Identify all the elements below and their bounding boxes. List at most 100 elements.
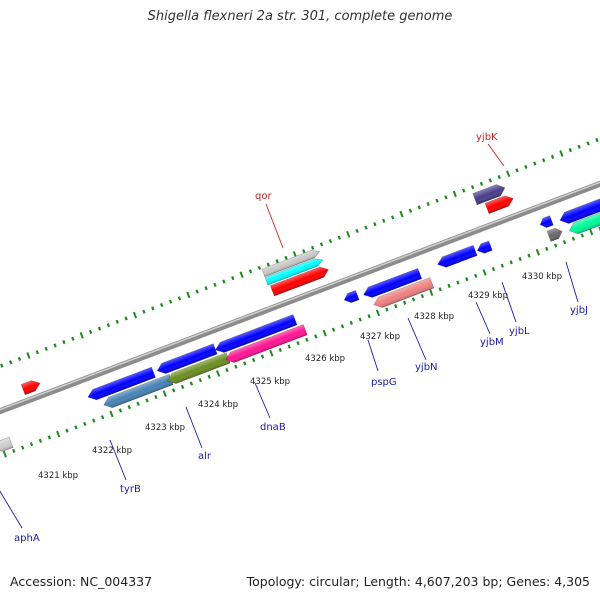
gene-feature-8[interactable] (224, 324, 308, 365)
gene-feature-2[interactable] (20, 378, 42, 396)
tick-mark-outer (159, 302, 164, 308)
tick-mark-inner (172, 388, 176, 393)
tick-mark-inner (580, 233, 584, 238)
tick-mark-inner (305, 337, 309, 342)
tick-mark-outer (302, 249, 306, 254)
gene-feature-12[interactable] (342, 289, 360, 304)
tick-mark-outer (8, 360, 13, 365)
gene-leader-line (407, 317, 427, 361)
tick-mark-outer (53, 343, 57, 348)
tick-mark-inner (162, 390, 167, 398)
gene-feature-1[interactable] (0, 436, 14, 454)
gene-label-pspG[interactable]: pspG (371, 377, 397, 388)
tick-mark-outer (248, 269, 253, 274)
tick-mark-outer (17, 356, 22, 361)
gene-feature-5[interactable] (155, 343, 218, 376)
tick-mark-outer (497, 174, 501, 180)
tick-mark-outer (204, 286, 208, 291)
tick-mark-inner (491, 267, 496, 272)
tick-mark-inner (394, 304, 398, 309)
scale-label: 4321 kbp (38, 471, 78, 481)
tick-mark-outer (435, 198, 439, 203)
tick-mark-inner (553, 243, 558, 248)
tick-mark-inner (100, 415, 105, 420)
gene-feature-19[interactable] (538, 215, 554, 230)
tick-mark-inner (29, 442, 34, 447)
tick-mark-inner (20, 445, 25, 450)
gene-label-yjbK[interactable]: yjbK (476, 132, 498, 143)
tick-mark-inner (38, 438, 43, 443)
scale-label: 4326 kbp (305, 354, 345, 364)
gene-feature-17[interactable] (472, 182, 507, 206)
gene-label-yjbN[interactable]: yjbN (415, 362, 438, 373)
tick-mark-outer (35, 350, 39, 355)
gene-label-tyrB[interactable]: tyrB (120, 484, 141, 495)
gene-feature-13[interactable] (362, 267, 423, 300)
tick-mark-inner (12, 448, 16, 453)
gene-feature-18[interactable] (484, 193, 515, 214)
tick-mark-inner (411, 297, 416, 302)
tick-mark-inner (83, 421, 87, 427)
tick-mark-inner (358, 317, 362, 322)
tick-mark-outer (559, 150, 564, 157)
tick-mark-outer (319, 242, 324, 247)
tick-mark-outer (364, 225, 368, 230)
tick-mark-inner (314, 334, 318, 339)
gene-label-qor[interactable]: qor (255, 191, 272, 202)
gene-feature-4[interactable] (102, 373, 174, 410)
tick-mark-inner (47, 435, 51, 440)
tick-mark-outer (275, 259, 279, 264)
accession-text: Accession: NC_004337 (10, 574, 153, 589)
gene-feature-16[interactable] (476, 240, 493, 255)
gene-feature-10[interactable] (264, 256, 324, 286)
tick-mark-outer (506, 170, 511, 178)
tick-mark-inner (278, 347, 282, 352)
tick-mark-outer (115, 319, 119, 324)
gene-feature-7[interactable] (214, 314, 298, 355)
gene-feature-6[interactable] (165, 352, 231, 386)
tick-mark-inner (331, 327, 336, 332)
tick-mark-outer (106, 323, 111, 328)
tick-mark-outer (550, 154, 555, 159)
tick-mark-inner (243, 361, 247, 366)
tick-mark-outer (373, 222, 377, 227)
gene-label-yjbM[interactable]: yjbM (480, 337, 504, 348)
gene-feature-22[interactable] (567, 203, 600, 236)
gene-leader-line (0, 490, 23, 529)
gene-feature-21[interactable] (558, 193, 600, 225)
gene-feature-9[interactable] (261, 248, 321, 278)
scale-label: 4325 kbp (250, 377, 290, 387)
tick-mark-outer (26, 352, 31, 359)
gene-feature-14[interactable] (372, 277, 435, 310)
gene-feature-11[interactable] (269, 264, 330, 297)
gene-feature-3[interactable] (86, 366, 156, 402)
tick-mark-outer (595, 137, 599, 143)
gene-feature-20[interactable] (546, 226, 564, 242)
tick-mark-inner (438, 287, 442, 292)
gene-feature-15[interactable] (436, 244, 478, 269)
tick-mark-outer (390, 215, 395, 220)
tick-mark-outer (470, 185, 475, 190)
tick-mark-outer (346, 230, 351, 238)
tick-mark-inner (527, 253, 531, 258)
tick-mark-inner (474, 273, 478, 278)
gene-label-alr[interactable]: alr (198, 451, 212, 462)
gene-label-dnaB[interactable]: dnaB (260, 422, 286, 433)
tick-mark-inner (216, 370, 221, 377)
scale-label: 4330 kbp (522, 272, 562, 282)
tick-mark-outer (62, 339, 66, 345)
tick-mark-outer (408, 208, 413, 213)
gene-leader-line (501, 281, 517, 323)
gene-leader-line (254, 382, 271, 419)
gene-leader-line (565, 261, 579, 303)
tick-mark-outer (488, 178, 493, 183)
tick-mark-inner (2, 450, 7, 458)
gene-label-aphA[interactable]: aphA (14, 533, 40, 544)
gene-label-yjbJ[interactable]: yjbJ (570, 305, 588, 316)
scale-label: 4329 kbp (468, 291, 508, 301)
gene-leader-line (185, 406, 203, 449)
tick-mark-inner (429, 289, 434, 297)
gene-label-yjbL[interactable]: yjbL (509, 326, 530, 337)
tick-mark-outer (328, 238, 333, 244)
tick-mark-inner (402, 300, 407, 305)
